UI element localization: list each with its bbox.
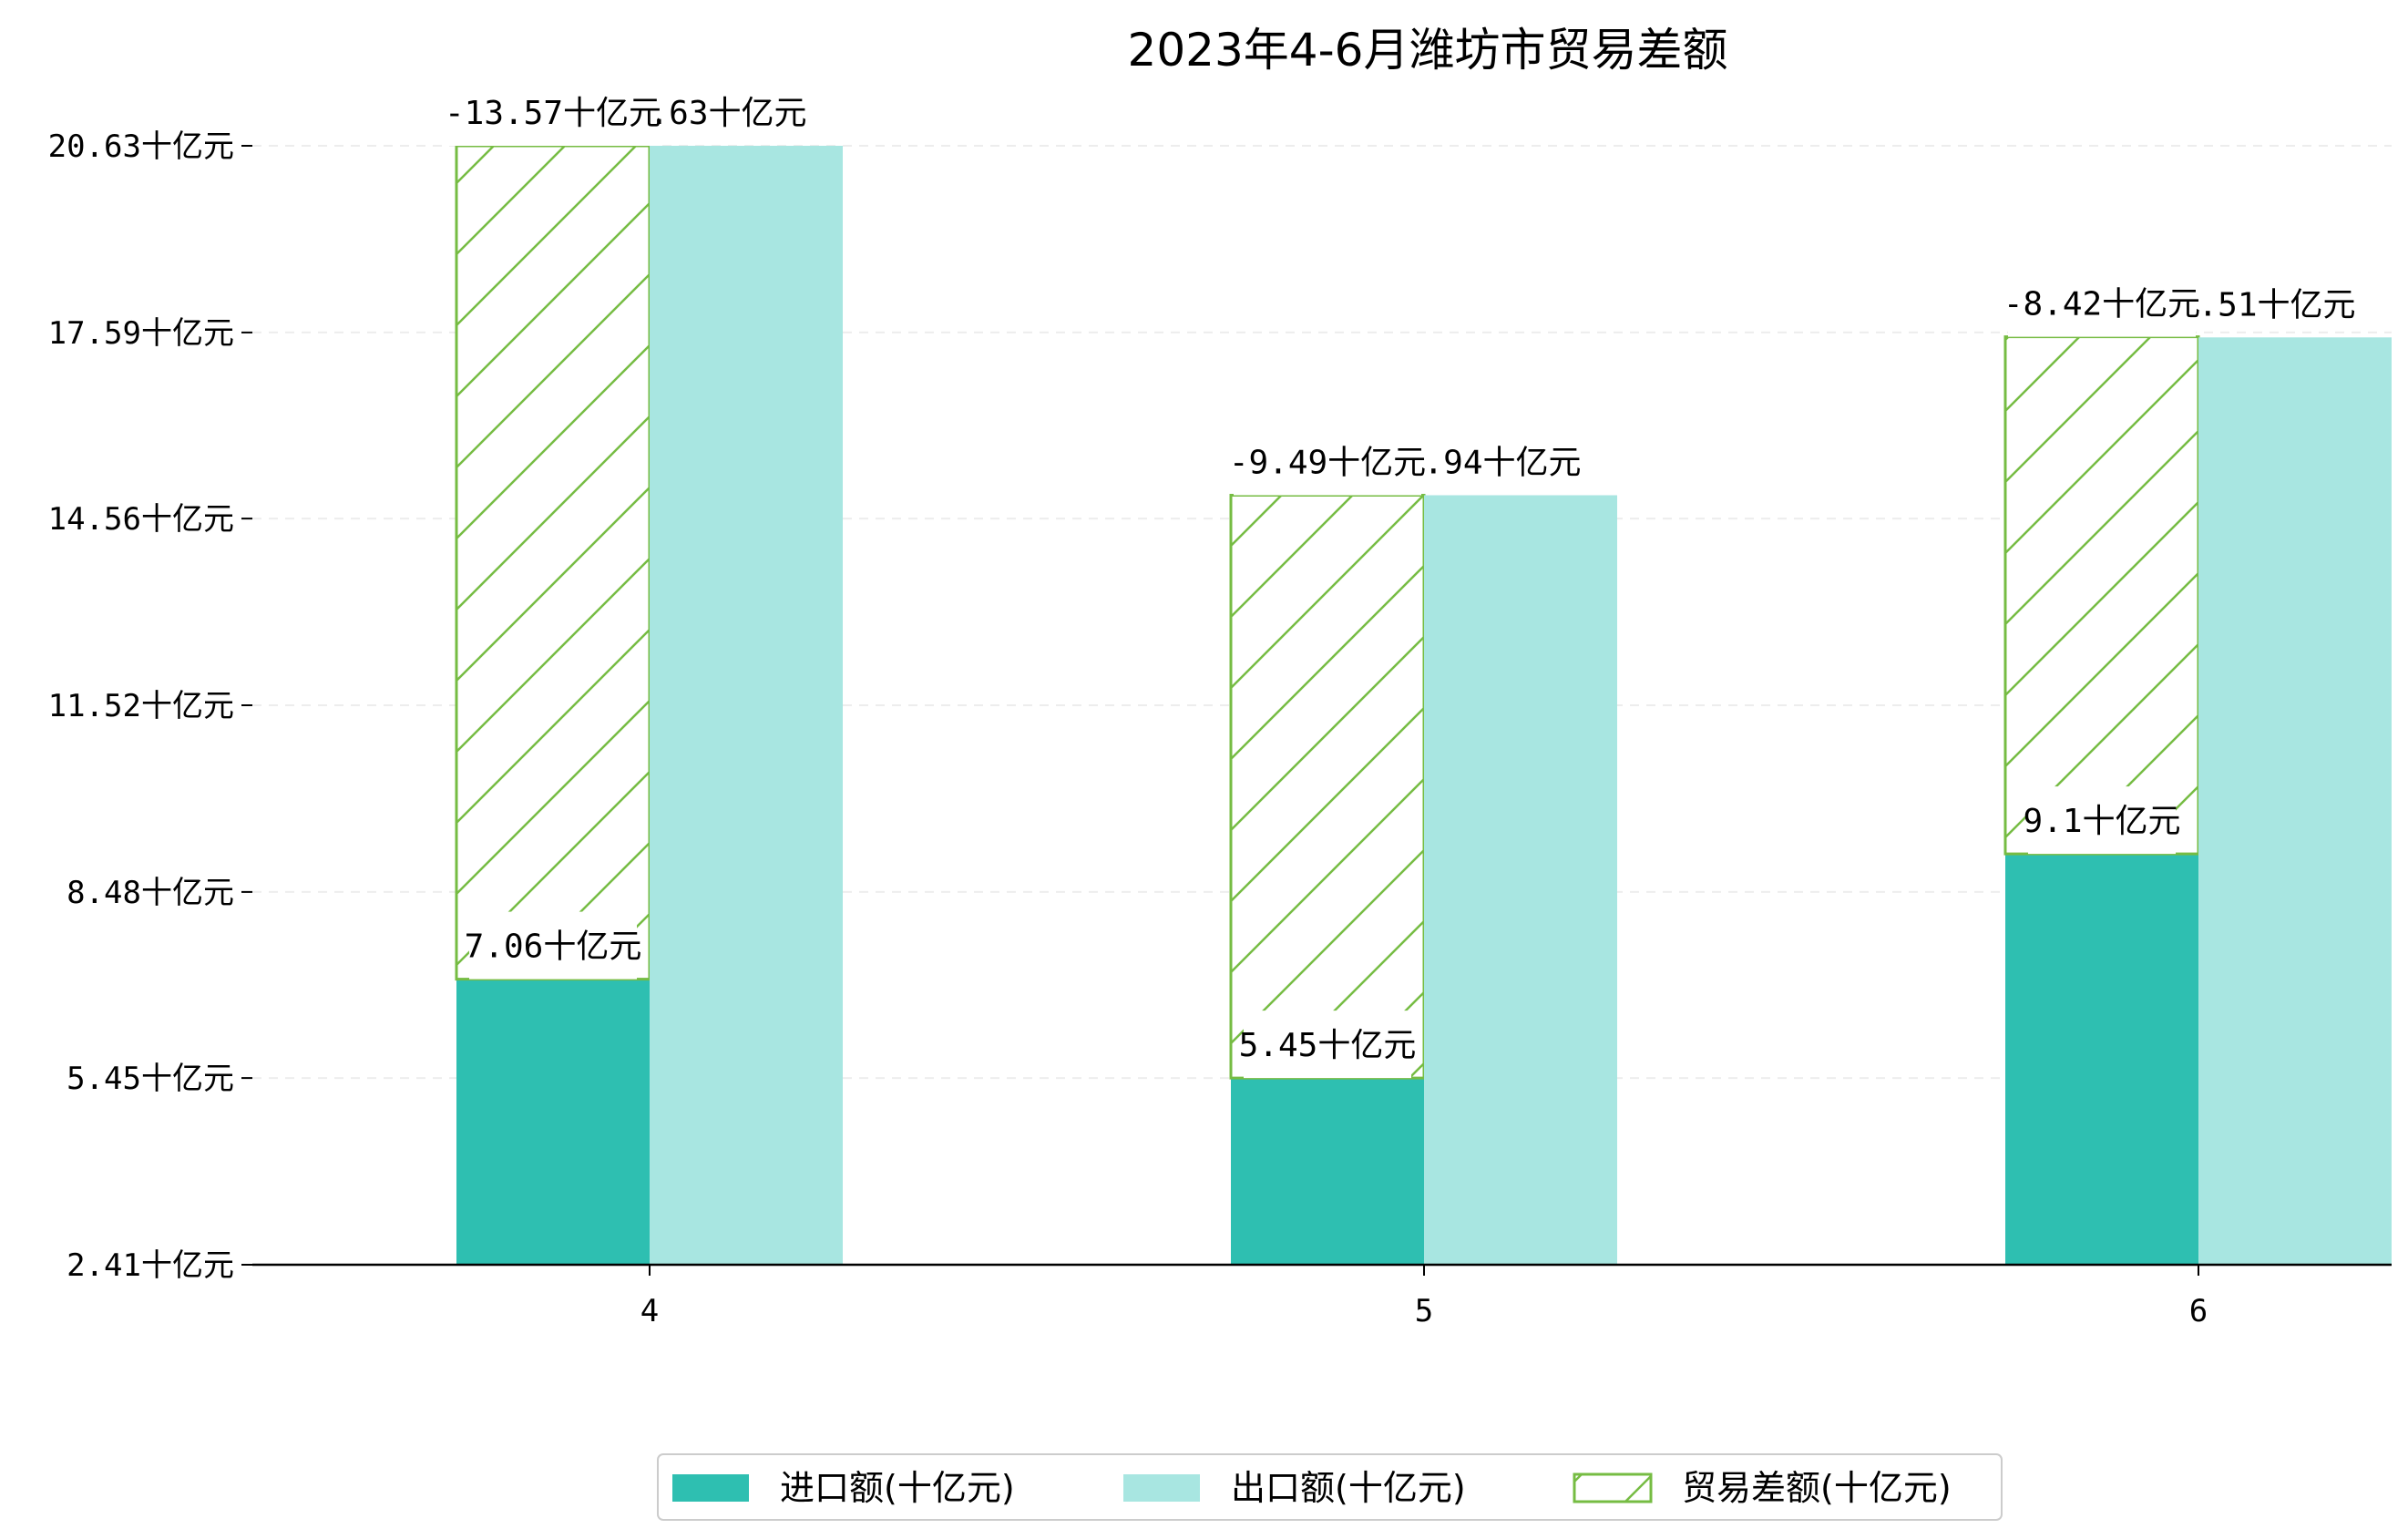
balance-bar — [1229, 493, 1426, 1080]
import-data-label-group: 9.1十亿元 — [2023, 786, 2181, 855]
balance-bar — [2003, 335, 2200, 856]
balance-data-label: -9.49十亿元 — [1229, 444, 1426, 481]
legend-balance-label: 贸易差额(十亿元) — [1682, 1468, 1952, 1508]
export-bar — [650, 146, 843, 1265]
y-tick-label: 11.52十亿元 — [48, 688, 234, 724]
balance-data-label-group: -9.49十亿元 — [1229, 427, 1426, 496]
y-tick-label: 14.56十亿元 — [48, 501, 234, 538]
x-tick-label: 4 — [640, 1293, 659, 1329]
legend-export-swatch — [1123, 1474, 1200, 1502]
x-tick-label: 5 — [1415, 1293, 1433, 1329]
import-data-label-group: 7.06十亿元 — [465, 911, 642, 980]
balance-data-label-background — [449, 78, 657, 146]
export-data-label: .51十亿元 — [2198, 286, 2355, 323]
y-tick-label: 20.63十亿元 — [48, 128, 234, 165]
export-bar — [2198, 337, 2392, 1265]
balance-data-label-background — [1234, 427, 1421, 496]
import-data-label-background — [2028, 786, 2176, 855]
y-tick-label: 8.48十亿元 — [67, 875, 234, 911]
balance-bar — [455, 144, 651, 981]
x-tick-label: 6 — [2189, 1293, 2208, 1329]
import-data-label: 9.1十亿元 — [2023, 803, 2180, 840]
balance-data-label-group: -13.57十亿元 — [445, 78, 661, 146]
import-data-label-background — [469, 911, 637, 980]
y-tick-label: 17.59十亿元 — [48, 315, 234, 352]
chart-title: 2023年4-6月潍坊市贸易差额 — [1128, 24, 1728, 77]
import-bar — [2005, 854, 2198, 1265]
data-labels: 7.06十亿元 -13.57十亿元.63十亿元 5.45十亿元 -9.49十亿元.94… — [445, 78, 2356, 1079]
export-bar — [1424, 495, 1617, 1265]
legend-export-label: 出口额(十亿元) — [1231, 1468, 1466, 1508]
legend-balance-swatch — [1573, 1472, 1653, 1503]
y-tick-label: 5.45十亿元 — [67, 1061, 234, 1097]
balance-data-label: -13.57十亿元 — [445, 95, 661, 132]
legend-import-swatch — [672, 1474, 749, 1502]
axes: 2.41十亿元 5.45十亿元 8.48十亿元 11.52十亿元 14.56十亿元 17.… — [48, 128, 2392, 1329]
import-data-label-group: 5.45十亿元 — [1239, 1011, 1417, 1079]
import-bar — [456, 979, 650, 1265]
export-data-label: .94十亿元 — [1423, 444, 1581, 481]
balance-data-label: -8.42十亿元 — [2003, 286, 2200, 323]
import-data-label: 7.06十亿元 — [465, 929, 642, 966]
legend-import-label: 进口额(十亿元) — [780, 1468, 1015, 1508]
legend: 进口额(十亿元) 出口额(十亿元) 贸易差额(十亿元) — [657, 1453, 2003, 1521]
legend-frame — [657, 1453, 2003, 1521]
y-tick-label: 2.41十亿元 — [67, 1247, 234, 1284]
bars — [455, 144, 2392, 1265]
balance-data-label-group: -8.42十亿元 — [2003, 269, 2200, 337]
import-data-label-background — [1244, 1011, 1411, 1079]
import-data-label: 5.45十亿元 — [1239, 1027, 1417, 1064]
export-data-label: .63十亿元 — [649, 95, 806, 132]
import-bar — [1231, 1078, 1424, 1265]
balance-data-label-background — [2008, 269, 2196, 337]
